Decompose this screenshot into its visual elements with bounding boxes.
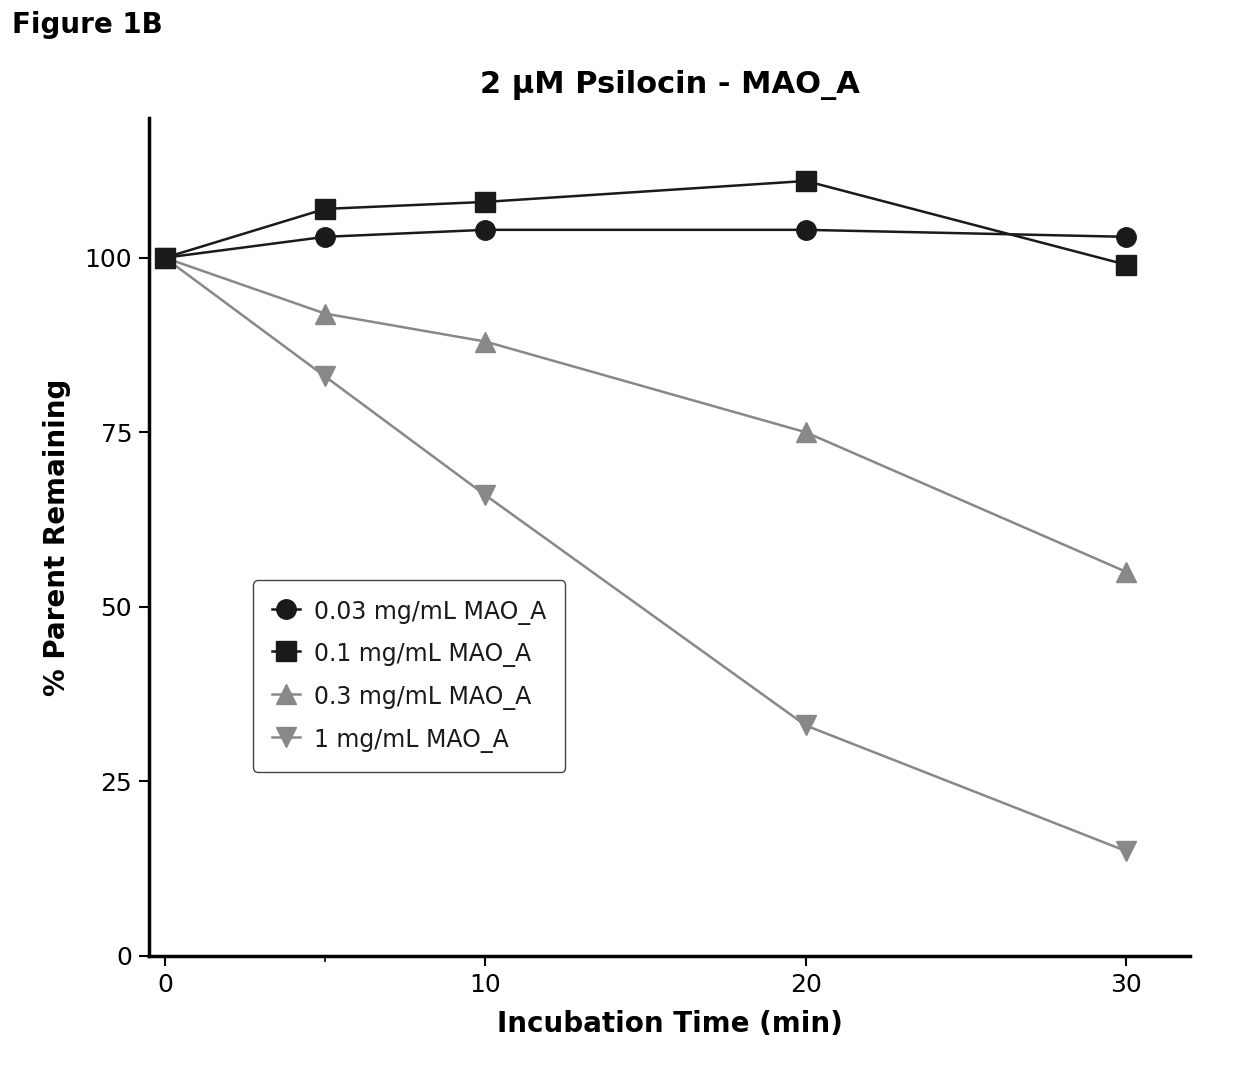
- 1 mg/mL MAO_A: [799, 720, 813, 732]
- 0.1 mg/mL MAO_A: [799, 175, 813, 188]
- 0.03 mg/mL MAO_A: [317, 231, 332, 244]
- 0.03 mg/mL MAO_A: [477, 223, 492, 236]
- 1 mg/mL MAO_A: [157, 251, 172, 264]
- 0.3 mg/mL MAO_A: [799, 425, 813, 438]
- 1 mg/mL MAO_A: [317, 369, 332, 383]
- 1 mg/mL MAO_A: [477, 489, 492, 502]
- 0.03 mg/mL MAO_A: [1118, 231, 1133, 244]
- Title: 2 μM Psilocin - MAO_A: 2 μM Psilocin - MAO_A: [480, 70, 859, 100]
- Line: 0.03 mg/mL MAO_A: 0.03 mg/mL MAO_A: [155, 220, 1136, 267]
- 0.3 mg/mL MAO_A: [477, 335, 492, 348]
- X-axis label: Incubation Time (min): Incubation Time (min): [497, 1011, 842, 1039]
- 0.1 mg/mL MAO_A: [157, 251, 172, 264]
- 0.1 mg/mL MAO_A: [317, 202, 332, 215]
- 0.3 mg/mL MAO_A: [1118, 565, 1133, 578]
- 0.03 mg/mL MAO_A: [799, 223, 813, 236]
- 0.3 mg/mL MAO_A: [157, 251, 172, 264]
- Legend: 0.03 mg/mL MAO_A, 0.1 mg/mL MAO_A, 0.3 mg/mL MAO_A, 1 mg/mL MAO_A: 0.03 mg/mL MAO_A, 0.1 mg/mL MAO_A, 0.3 m…: [253, 580, 565, 771]
- Text: Figure 1B: Figure 1B: [12, 11, 164, 39]
- Line: 1 mg/mL MAO_A: 1 mg/mL MAO_A: [155, 248, 1136, 861]
- Line: 0.3 mg/mL MAO_A: 0.3 mg/mL MAO_A: [155, 248, 1136, 582]
- 1 mg/mL MAO_A: [1118, 844, 1133, 857]
- Line: 0.1 mg/mL MAO_A: 0.1 mg/mL MAO_A: [155, 171, 1136, 275]
- 0.1 mg/mL MAO_A: [1118, 258, 1133, 271]
- Y-axis label: % Parent Remaining: % Parent Remaining: [42, 378, 71, 696]
- 0.03 mg/mL MAO_A: [157, 251, 172, 264]
- 0.1 mg/mL MAO_A: [477, 195, 492, 208]
- 0.3 mg/mL MAO_A: [317, 307, 332, 320]
